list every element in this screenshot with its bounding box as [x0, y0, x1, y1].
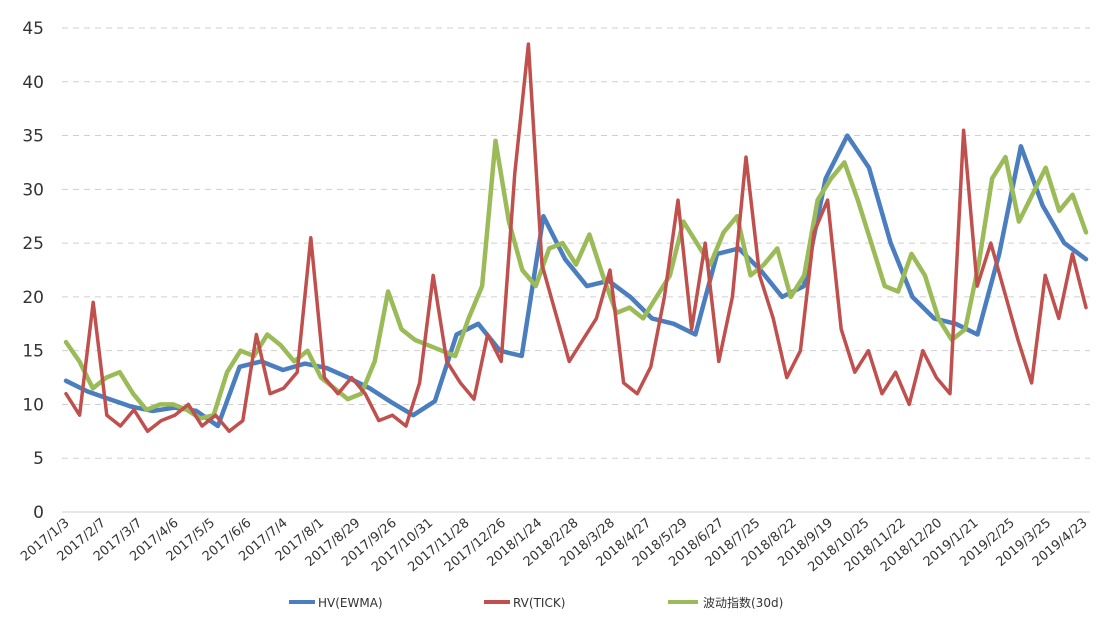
y-tick-label: 20 [22, 288, 44, 308]
x-axis-tick-labels: 2017/1/32017/2/72017/3/72017/4/62017/5/5… [18, 516, 1090, 576]
series-line-rv-tick [64, 42, 1088, 434]
y-tick-label: 45 [22, 19, 44, 39]
y-tick-label: 10 [22, 395, 44, 415]
legend: HV(EWMA) RV(TICK) 波动指数(30d) [289, 595, 783, 610]
legend-item-rv: RV(TICK) [484, 596, 565, 610]
legend-item-vix: 波动指数(30d) [668, 595, 783, 610]
series-line-volatility-index-30d [63, 138, 1089, 421]
y-tick-label: 0 [33, 503, 44, 523]
legend-label-vix: 波动指数(30d) [703, 595, 783, 610]
y-tick-label: 40 [22, 73, 44, 93]
y-tick-label: 30 [22, 180, 44, 200]
y-axis-tick-labels: 0 5 10 15 20 25 30 35 40 45 [22, 19, 44, 523]
gridlines [62, 27, 1090, 513]
series-line-hv-ewma [63, 133, 1089, 429]
legend-label-hv: HV(EWMA) [318, 596, 383, 610]
y-tick-label: 25 [22, 234, 44, 254]
y-tick-label: 35 [22, 127, 44, 147]
legend-label-rv: RV(TICK) [513, 596, 565, 610]
legend-item-hv: HV(EWMA) [289, 596, 383, 610]
y-tick-label: 15 [22, 342, 44, 362]
series-lines [63, 42, 1089, 434]
y-tick-label: 5 [33, 449, 44, 469]
